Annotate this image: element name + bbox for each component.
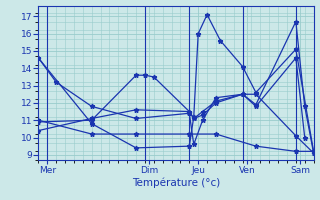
X-axis label: Température (°c): Température (°c): [132, 177, 220, 188]
